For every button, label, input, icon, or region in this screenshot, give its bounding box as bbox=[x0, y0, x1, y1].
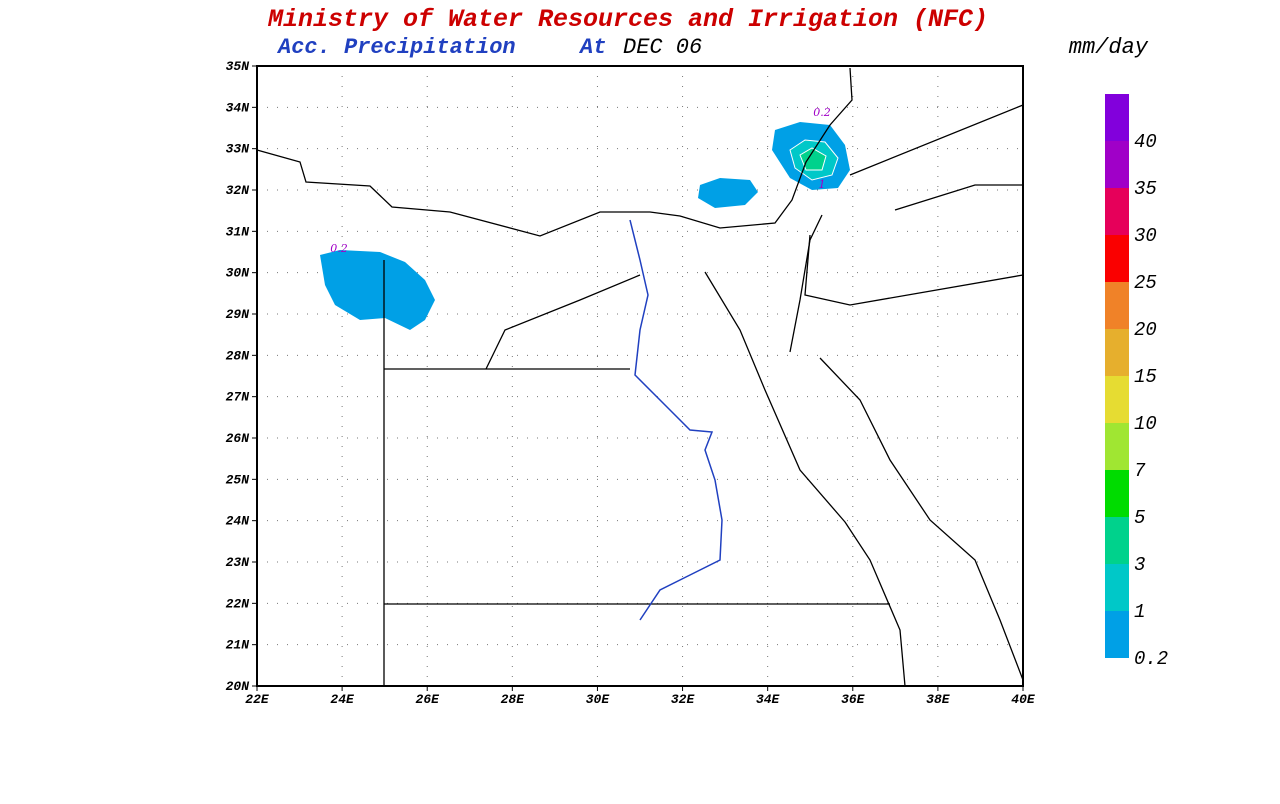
colorbar-label: 30 bbox=[1134, 225, 1157, 247]
contour-label: 0.2 bbox=[813, 106, 831, 119]
colorbar-label: 25 bbox=[1134, 272, 1157, 294]
colorbar-swatch bbox=[1105, 611, 1129, 658]
colorbar-swatch bbox=[1105, 282, 1129, 329]
colorbar-label: 35 bbox=[1134, 178, 1157, 200]
lat-tick-label: 33N bbox=[226, 142, 250, 157]
rain-area bbox=[320, 250, 435, 330]
lat-tick-label: 32N bbox=[226, 183, 250, 198]
date: DEC 06 bbox=[623, 35, 702, 60]
lat-tick-label: 30N bbox=[226, 266, 250, 281]
lat-tick-label: 20N bbox=[226, 679, 250, 694]
lon-tick-label: 36E bbox=[841, 692, 866, 707]
colorbar-swatch bbox=[1105, 376, 1129, 423]
lat-tick-label: 25N bbox=[226, 472, 250, 487]
lat-tick-label: 24N bbox=[226, 514, 250, 529]
colorbar-label: 3 bbox=[1134, 554, 1145, 576]
nile bbox=[629, 219, 723, 621]
colorbar-swatch bbox=[1105, 329, 1129, 376]
lon-tick-label: 34E bbox=[756, 692, 781, 707]
precipitation bbox=[320, 122, 850, 330]
colorbar-swatch bbox=[1105, 423, 1129, 470]
lon-tick-label: 40E bbox=[1011, 692, 1036, 707]
colorbar-label: 1 bbox=[1134, 601, 1145, 623]
lon-tick-label: 22E bbox=[245, 692, 270, 707]
lat-tick-label: 34N bbox=[226, 100, 250, 115]
lon-tick-label: 32E bbox=[671, 692, 696, 707]
lat-tick-label: 29N bbox=[226, 307, 250, 322]
lat-tick-label: 21N bbox=[226, 638, 250, 653]
lat-tick-label: 31N bbox=[226, 224, 250, 239]
colorbar-swatch bbox=[1105, 517, 1129, 564]
lat-tick-label: 35N bbox=[226, 59, 250, 74]
colorbar-label: 10 bbox=[1134, 413, 1157, 435]
colorbar-label: 20 bbox=[1134, 319, 1157, 341]
colorbar-swatch bbox=[1105, 235, 1129, 282]
lon-tick-label: 24E bbox=[330, 692, 355, 707]
lon-tick-label: 30E bbox=[586, 692, 611, 707]
colorbar-label: 0.2 bbox=[1134, 648, 1168, 670]
coastline bbox=[704, 214, 1024, 687]
lat-tick-label: 26N bbox=[226, 431, 250, 446]
map-frame bbox=[256, 65, 1024, 687]
subtitle: Acc. Precipitation bbox=[276, 35, 516, 60]
lat-tick-label: 22N bbox=[226, 596, 250, 611]
colorbar-swatch bbox=[1105, 94, 1129, 141]
title: Ministry of Water Resources and Irrigati… bbox=[267, 5, 988, 34]
colorbar-swatch bbox=[1105, 141, 1129, 188]
rain-area bbox=[698, 178, 758, 208]
lat-tick-label: 28N bbox=[226, 348, 250, 363]
lon-tick-label: 26E bbox=[416, 692, 441, 707]
colorbar-swatch bbox=[1105, 470, 1129, 517]
geography bbox=[256, 65, 1024, 687]
colorbar-label: 40 bbox=[1134, 131, 1157, 153]
contour-label: 1 bbox=[819, 178, 826, 191]
subtitle-at: At bbox=[578, 35, 606, 60]
border bbox=[383, 104, 1024, 686]
lat-tick-label: 23N bbox=[226, 555, 250, 570]
contour-label: 0.2 bbox=[330, 242, 348, 255]
lon-tick-label: 38E bbox=[926, 692, 951, 707]
lon-tick-label: 28E bbox=[501, 692, 526, 707]
units: mm/day bbox=[1069, 35, 1149, 60]
colorbar-label: 5 bbox=[1134, 507, 1145, 529]
lat-tick-label: 27N bbox=[226, 390, 250, 405]
colorbar-swatch bbox=[1105, 188, 1129, 235]
rain-area bbox=[799, 147, 827, 171]
coastline bbox=[256, 67, 853, 237]
colorbar-label: 15 bbox=[1134, 366, 1157, 388]
colorbar-swatch bbox=[1105, 564, 1129, 611]
colorbar-label: 7 bbox=[1134, 460, 1146, 482]
